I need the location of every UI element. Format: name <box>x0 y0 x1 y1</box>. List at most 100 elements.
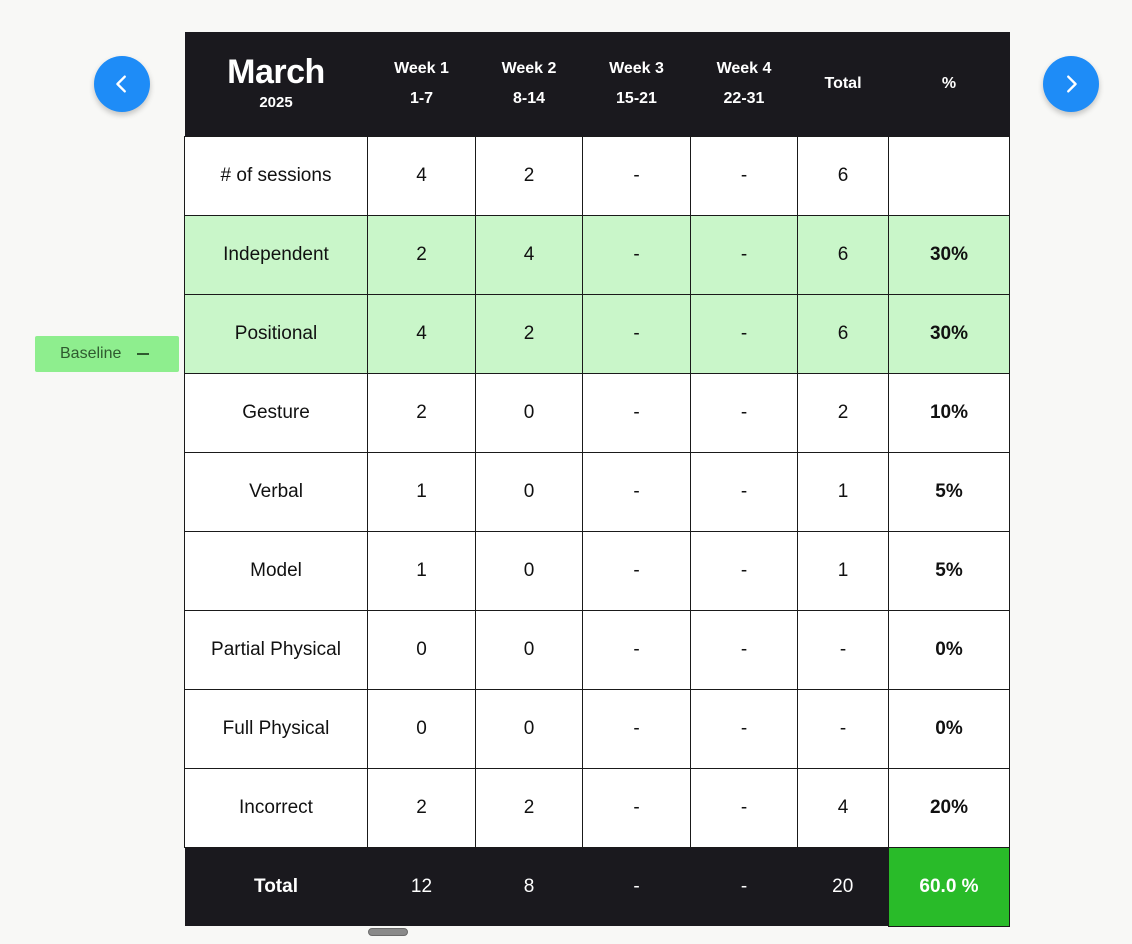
row-total: 6 <box>797 214 889 295</box>
row-percent: 10% <box>888 372 1010 453</box>
week-cell: 0 <box>475 530 583 611</box>
week-cell: - <box>582 372 691 453</box>
week-label: Week 1 <box>394 59 449 77</box>
week-cell: 0 <box>367 688 476 769</box>
table-row: Verbal 1 0- -1 5% <box>184 451 1010 532</box>
week-cell: 1 <box>367 530 476 611</box>
resize-handle[interactable] <box>368 928 408 936</box>
previous-month-button[interactable] <box>94 56 150 112</box>
table-row: Gesture 2 0- -2 10% <box>184 372 1010 453</box>
percent-header: % <box>888 32 1010 136</box>
chevron-right-icon <box>1067 75 1077 93</box>
row-percent: 0% <box>888 688 1010 769</box>
row-label: Partial Physical <box>184 609 368 690</box>
row-label: Verbal <box>184 451 368 532</box>
week-1-header: Week 1 1-7 <box>367 32 476 136</box>
table-row: Positional 4 2- -6 30% <box>184 293 1010 374</box>
total-header: Total <box>797 32 889 136</box>
week-label: Week 4 <box>716 59 772 77</box>
week-cell: - <box>690 688 798 769</box>
footer-label: Total <box>184 847 368 926</box>
footer-cell: 8 <box>475 847 583 926</box>
next-month-button[interactable] <box>1043 56 1099 112</box>
week-cell: 2 <box>367 214 476 295</box>
table-row: Full Physical 0 0- - -0% <box>184 688 1010 769</box>
week-range: 15-21 <box>616 89 657 107</box>
week-cell: - <box>582 451 691 532</box>
week-2-header: Week 2 8-14 <box>475 32 583 136</box>
week-cell: - <box>690 767 798 848</box>
week-4-header: Week 4 22-31 <box>690 32 798 136</box>
month-header: March 2025 <box>184 32 368 136</box>
footer-cell: - <box>690 847 798 926</box>
row-total: 1 <box>797 451 889 532</box>
footer-cell: - <box>582 847 691 926</box>
week-cell: 4 <box>367 293 476 374</box>
row-label: Independent <box>184 214 368 295</box>
week-cell: - <box>582 767 691 848</box>
row-total: - <box>797 609 889 690</box>
week-cell: 4 <box>475 214 583 295</box>
week-cell: 4 <box>367 135 476 216</box>
row-percent: 30% <box>888 214 1010 295</box>
row-percent: 5% <box>888 451 1010 532</box>
row-percent <box>888 135 1010 216</box>
week-cell: 2 <box>367 372 476 453</box>
week-cell: 0 <box>475 609 583 690</box>
week-cell: 0 <box>475 451 583 532</box>
row-label: Full Physical <box>184 688 368 769</box>
table-header-row: March 2025 Week 1 1-7 Week 2 8-14 Week 3… <box>184 32 1010 136</box>
table-row: Partial Physical 0 0- - -0% <box>184 609 1010 690</box>
week-cell: - <box>690 293 798 374</box>
chevron-left-icon <box>116 75 126 93</box>
week-cell: 2 <box>475 135 583 216</box>
table-row: # of sessions 4 2- -6 <box>184 135 1010 216</box>
week-range: 22-31 <box>723 89 765 107</box>
row-label: Gesture <box>184 372 368 453</box>
week-cell: - <box>582 135 691 216</box>
footer-cell: 12 <box>367 847 476 926</box>
week-cell: - <box>582 530 691 611</box>
week-label: Week 2 <box>501 59 557 77</box>
week-cell: - <box>582 293 691 374</box>
year-label: 2025 <box>259 93 293 111</box>
week-cell: - <box>690 214 798 295</box>
baseline-marker[interactable]: Baseline <box>35 336 179 372</box>
week-cell: - <box>582 688 691 769</box>
week-cell: - <box>690 135 798 216</box>
row-total: - <box>797 688 889 769</box>
row-total: 6 <box>797 135 889 216</box>
footer-percent: 60.0 % <box>888 846 1010 927</box>
row-percent: 0% <box>888 609 1010 690</box>
minus-icon[interactable] <box>137 353 150 355</box>
week-cell: 0 <box>475 372 583 453</box>
row-percent: 5% <box>888 530 1010 611</box>
week-cell: - <box>690 451 798 532</box>
week-cell: - <box>690 530 798 611</box>
week-cell: - <box>582 214 691 295</box>
row-label: Incorrect <box>184 767 368 848</box>
monthly-prompt-table: March 2025 Week 1 1-7 Week 2 8-14 Week 3… <box>184 32 1010 927</box>
week-range: 1-7 <box>409 89 434 107</box>
row-total: 4 <box>797 767 889 848</box>
week-cell: 2 <box>475 767 583 848</box>
baseline-label: Baseline <box>60 345 122 362</box>
week-3-header: Week 3 15-21 <box>582 32 691 136</box>
row-total: 1 <box>797 530 889 611</box>
row-total: 2 <box>797 372 889 453</box>
week-cell: - <box>690 609 798 690</box>
footer-total: 20 <box>797 847 889 926</box>
table-footer-row: Total 12 8 - - 20 60.0 % <box>184 846 1010 927</box>
row-label: # of sessions <box>184 135 368 216</box>
row-label: Model <box>184 530 368 611</box>
row-percent: 20% <box>888 767 1010 848</box>
week-label: Week 3 <box>609 59 664 77</box>
table-row: Independent 2 4- -6 30% <box>184 214 1010 295</box>
week-range: 8-14 <box>512 89 546 107</box>
row-total: 6 <box>797 293 889 374</box>
table-row: Incorrect 2 2- -4 20% <box>184 767 1010 848</box>
row-label: Positional <box>184 293 368 374</box>
week-cell: - <box>690 372 798 453</box>
week-cell: 0 <box>475 688 583 769</box>
week-cell: - <box>582 609 691 690</box>
